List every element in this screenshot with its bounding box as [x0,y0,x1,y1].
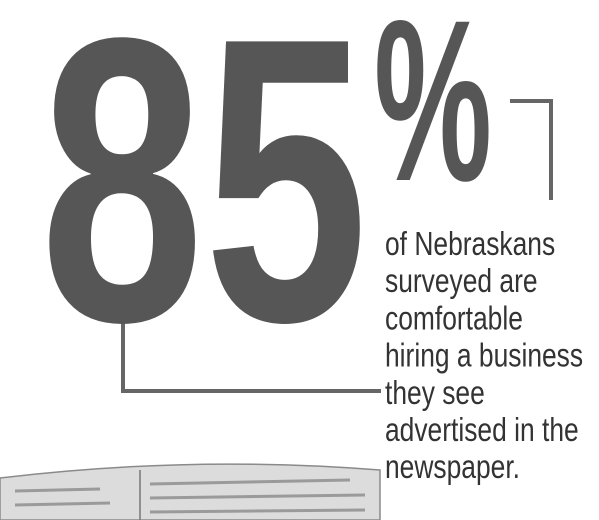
newspaper-image [0,463,381,520]
caption-line: of Nebraskans [385,226,555,262]
caption-line: comfortable [385,301,523,337]
caption-line: hiring a business [385,338,583,374]
big-number: 85 [40,0,368,406]
bracket-line [510,99,553,200]
caption-line: newspaper. [385,449,520,485]
caption-line: advertised in the [385,412,579,448]
caption-line: surveyed are [385,263,538,299]
percent-sign: % [374,0,492,229]
bracket-line [121,318,381,393]
caption-line: they see [385,375,485,411]
